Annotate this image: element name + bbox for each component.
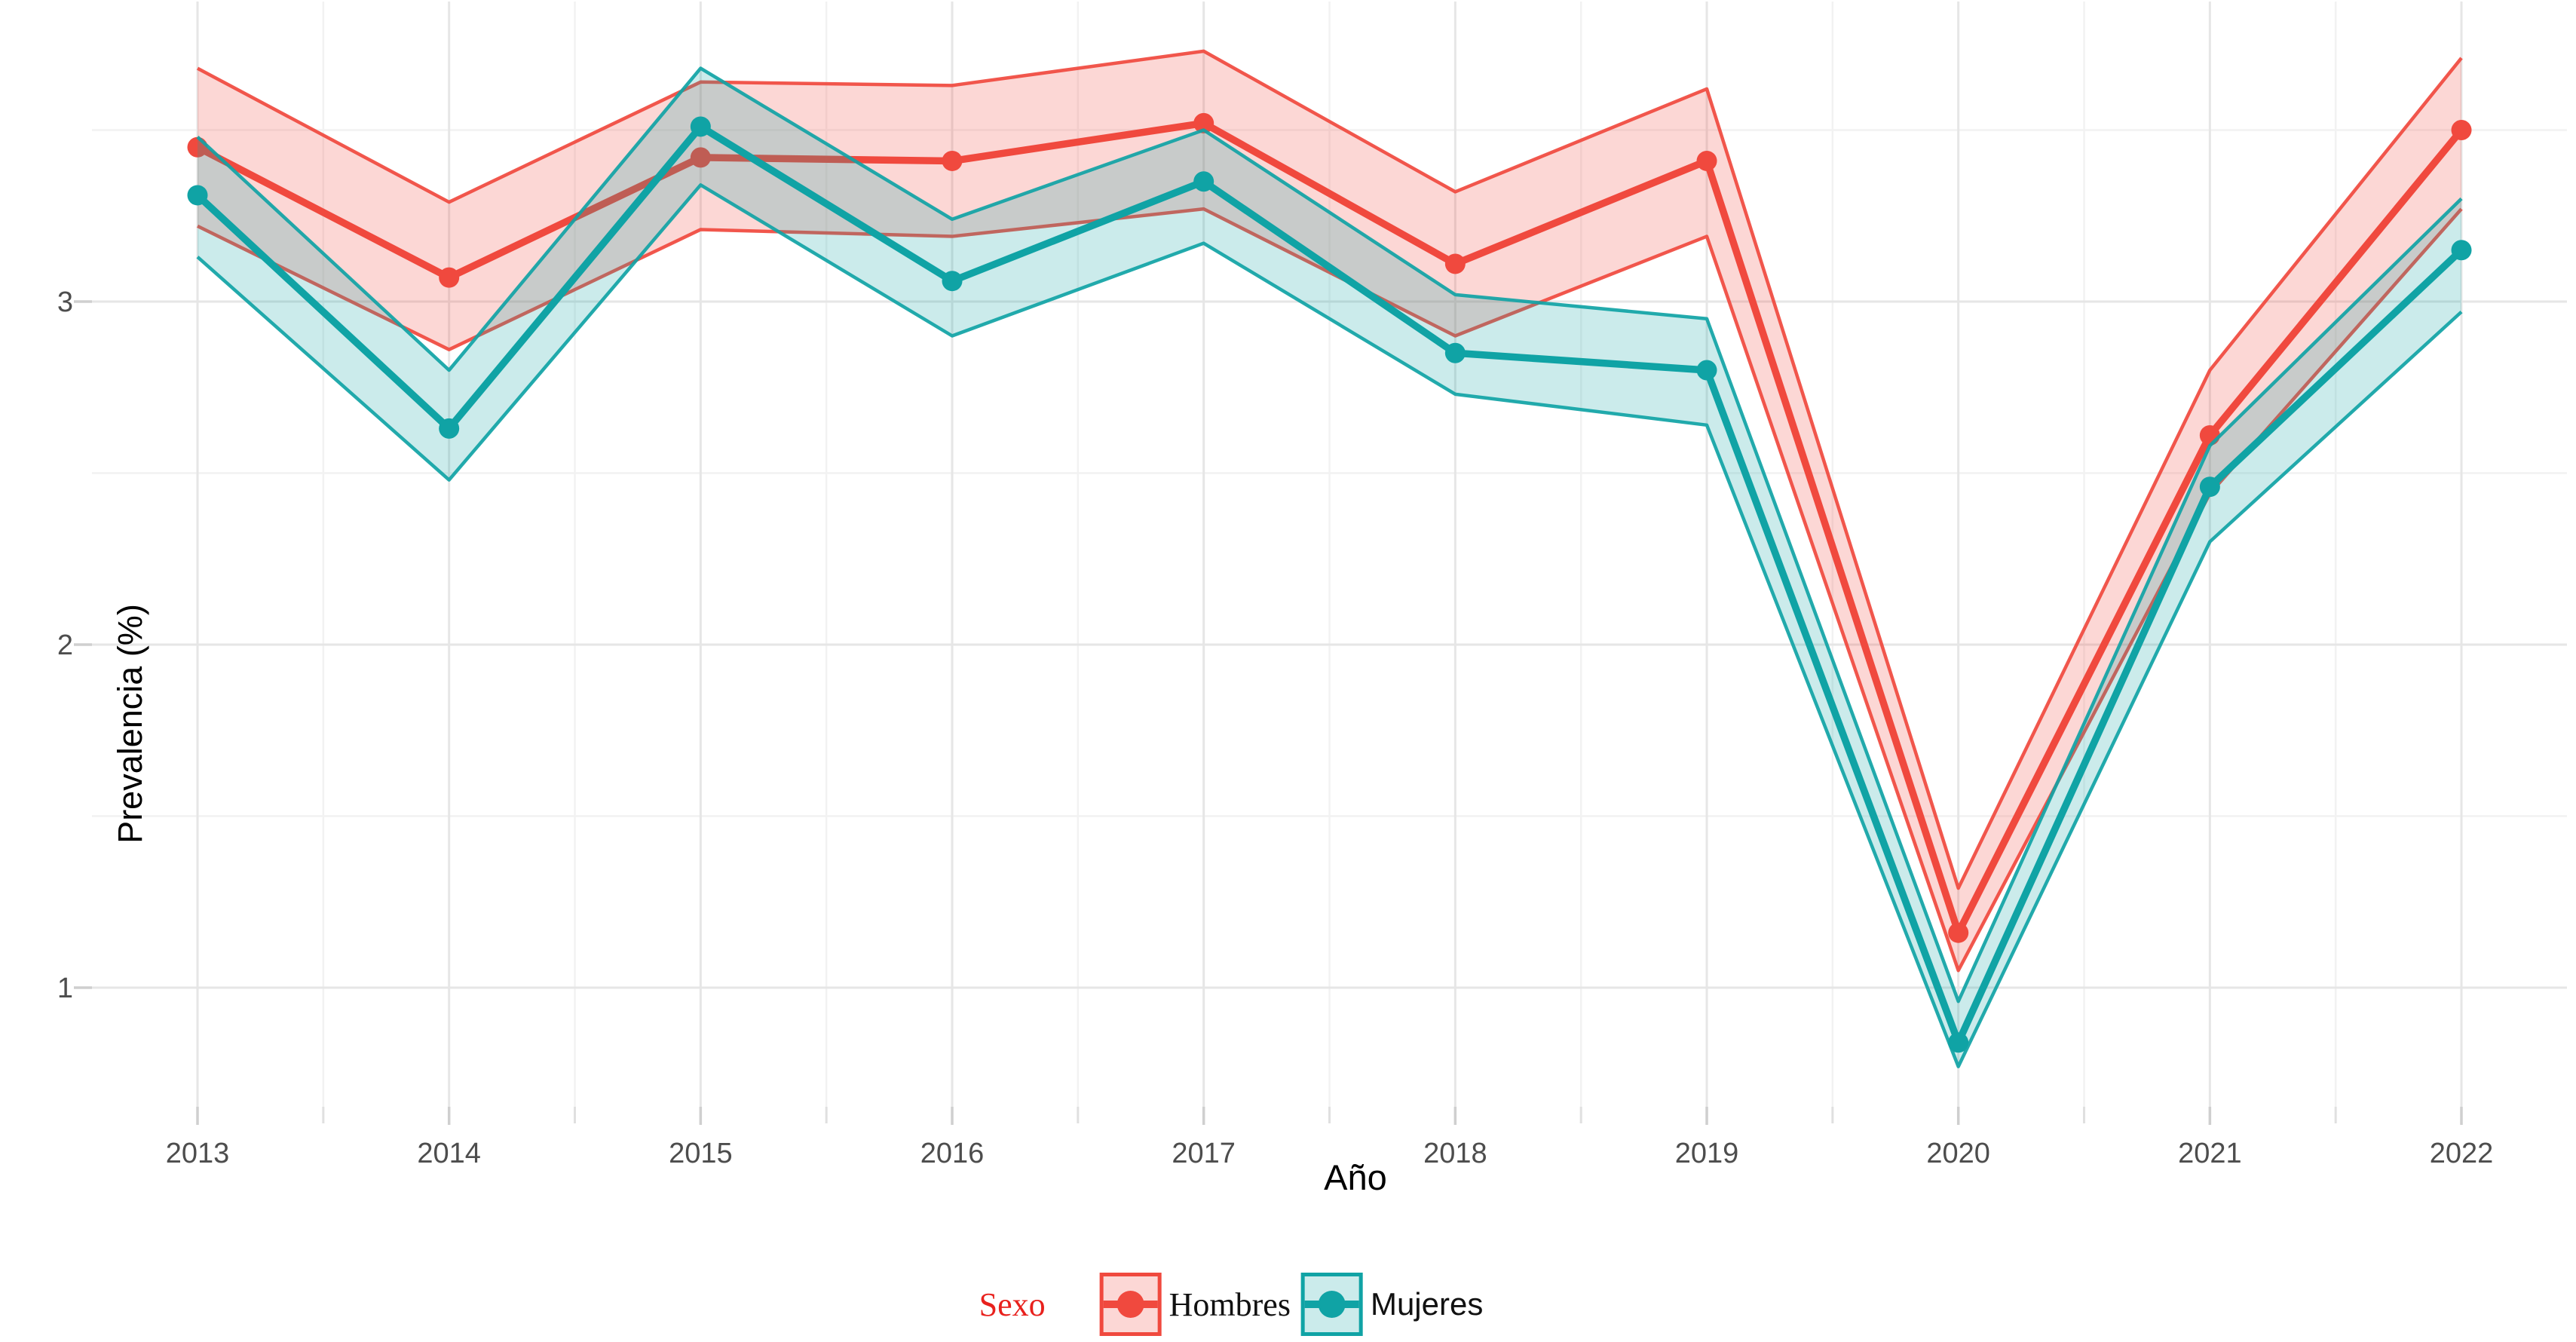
data-point-mujeres-2013 (187, 185, 208, 206)
y-axis-title: Prevalencia (%) (110, 604, 149, 844)
data-point-hombres-2015 (690, 147, 711, 168)
data-point-mujeres-2018 (1444, 342, 1466, 363)
ribbon-upper-edge-mujeres (196, 66, 2463, 1003)
data-point-mujeres-2014 (439, 418, 460, 439)
y-tick-label: 1 (57, 973, 73, 1004)
x-tick-label: 2013 (166, 1138, 230, 1169)
x-tick-label: 2016 (920, 1138, 985, 1169)
data-point-hombres-2018 (1444, 253, 1466, 274)
data-point-hombres-2014 (439, 267, 460, 288)
axis-ticks (74, 300, 2463, 1125)
data-point-hombres-2020 (1948, 922, 1969, 943)
legend-key-dot (1116, 1291, 1144, 1318)
x-tick-label: 2019 (1675, 1138, 1739, 1169)
legend-key-dot (1318, 1291, 1346, 1318)
data-point-mujeres-2017 (1193, 171, 1214, 192)
y-tick-labels: 1 2 3 (57, 286, 73, 1004)
x-tick-label: 2020 (1926, 1138, 1990, 1169)
y-tick-label: 3 (57, 286, 73, 318)
legend: Sexo Hombres Mujeres (979, 1273, 1494, 1336)
x-tick-label: 2015 (669, 1138, 733, 1169)
ribbon-lower-edge-hombres (197, 207, 2463, 973)
legend-label-mujeres: Mujeres (1370, 1286, 1484, 1322)
data-point-hombres-2022 (2451, 120, 2472, 140)
data-point-hombres-2016 (942, 150, 963, 171)
x-tick-label: 2018 (1423, 1138, 1487, 1169)
x-tick-label: 2021 (2178, 1138, 2242, 1169)
data-point-mujeres-2021 (2199, 476, 2220, 498)
legend-key-mujeres-icon (1300, 1273, 1363, 1336)
legend-label-hombres: Hombres (1169, 1285, 1291, 1323)
x-tick-label: 2017 (1172, 1138, 1236, 1169)
ribbon-lower-edge-mujeres (196, 183, 2463, 1068)
data-point-hombres-2019 (1696, 150, 1717, 171)
x-tick-labels: 2013 2014 2015 2016 2017 2018 2019 2020 2021 2022 (166, 1138, 2494, 1169)
line-mujeres (194, 123, 2465, 1046)
data-point-mujeres-2022 (2451, 240, 2472, 261)
legend-key-hombres-icon (1099, 1273, 1162, 1336)
data-point-mujeres-2015 (690, 116, 711, 137)
data-point-mujeres-2020 (1948, 1032, 1969, 1053)
legend-title: Sexo (979, 1285, 1046, 1323)
x-axis-title: Año (1324, 1157, 1387, 1197)
legend-item-hombres: Hombres (1099, 1273, 1301, 1336)
legend-item-mujeres: Mujeres (1300, 1273, 1493, 1336)
x-tick-label: 2022 (2430, 1138, 2494, 1169)
y-tick-label: 2 (57, 630, 73, 661)
x-tick-label: 2014 (417, 1138, 481, 1169)
minor-gridlines (92, 2, 2567, 1107)
series-mujeres (187, 66, 2472, 1068)
data-point-mujeres-2019 (1696, 360, 1717, 381)
data-point-hombres-2017 (1193, 112, 1214, 133)
ribbon-upper-edge-hombres (196, 49, 2463, 890)
data-point-mujeres-2016 (942, 271, 963, 292)
